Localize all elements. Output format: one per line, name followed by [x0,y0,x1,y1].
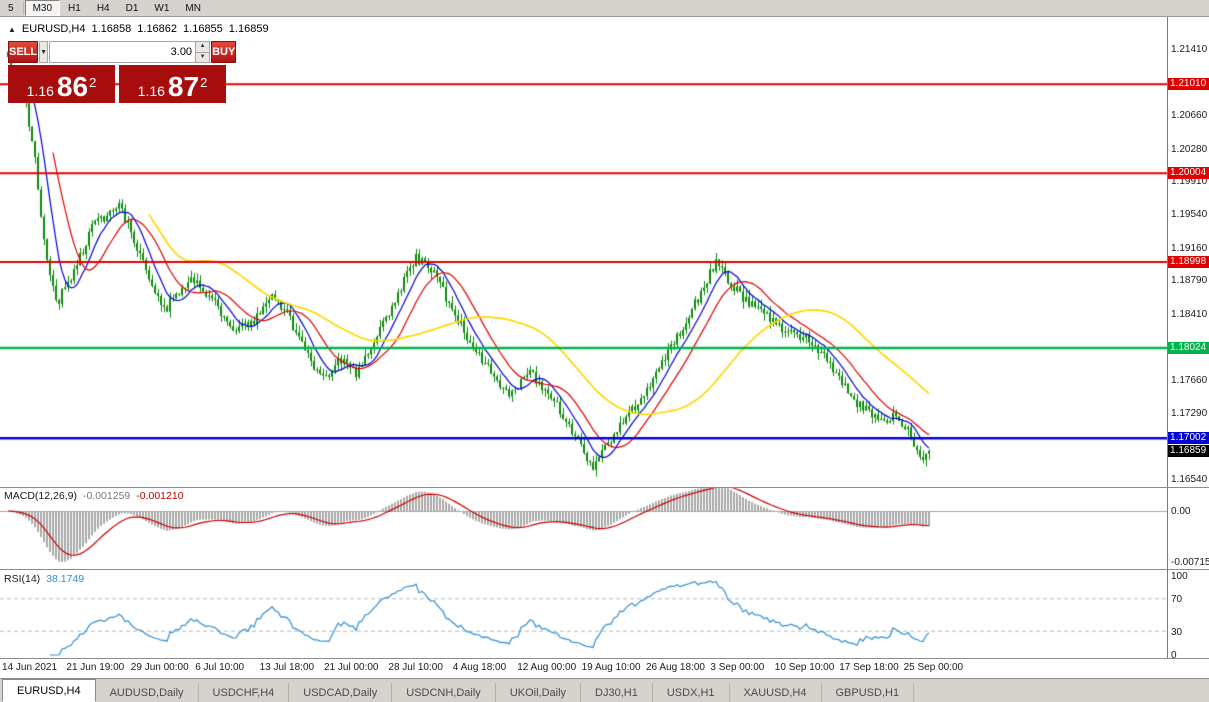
chart-tab[interactable]: GBPUSD,H1 [822,683,915,702]
timeframe-button-5[interactable]: 5 [8,2,14,14]
macd-indicator-label: MACD(12,26,9) -0.001259 -0.001210 [4,490,184,502]
ohlc-close: 1.16859 [228,23,269,35]
chart-tab[interactable]: USDX,H1 [653,683,730,702]
toolbar-divider [22,2,24,14]
rsi-name: RSI(14) [4,573,41,585]
macd-axis-label: -0.00715 [1171,557,1209,568]
price-axis-label: 1.16540 [1171,474,1208,486]
macd-axis-label: 0.00 [1171,506,1191,517]
time-axis-label: 29 Jun 00:00 [130,662,189,673]
time-axis-label: 19 Aug 10:00 [581,662,641,673]
chart-tab[interactable]: AUDUSD,Daily [96,683,199,702]
price-axis-label: 1.20660 [1171,110,1208,122]
time-axis-label: 21 Jul 00:00 [324,662,379,673]
time-axis: 14 Jun 2021 21 Jun 19:00 29 Jun 00:00 6 Jul… [0,662,1209,678]
price-axis-label: 1.17660 [1171,375,1208,387]
time-axis-label: 4 Aug 18:00 [452,662,507,673]
bid-price-display[interactable]: 1.16 86 2 [8,65,115,103]
ask-price-prefix: 1.16 [137,83,165,99]
ohlc-open: 1.16858 [91,23,132,35]
time-axis-label: 6 Jul 10:00 [195,662,245,673]
price-axis-label: 1.19540 [1171,209,1208,221]
time-axis-label: 25 Sep 00:00 [903,662,964,673]
price-level-tag: 1.16859 [1168,444,1209,457]
price-axis-label: 1.20280 [1171,143,1208,155]
price-chart-canvas[interactable] [0,17,1167,658]
chart-tab[interactable]: USDCHF,H4 [199,683,290,702]
volume-spin-down-icon[interactable]: ▼ [196,52,210,62]
macd-value-main: -0.001259 [82,490,131,502]
timeframe-button-h1[interactable]: H1 [68,2,81,14]
volume-box: ▲ ▼ [49,41,211,63]
time-axis-label: 10 Sep 10:00 [774,662,835,673]
macd-pane-separator[interactable] [0,487,1209,488]
rsi-axis-label: 0 [1171,650,1177,661]
price-level-tag: 1.17002 [1168,432,1209,445]
time-axis-label: 12 Aug 00:00 [517,662,577,673]
price-axis-label: 1.18790 [1171,275,1208,287]
volume-input[interactable] [50,42,196,62]
price-axis-label: 1.19910 [1171,176,1208,188]
timeframe-button-d1[interactable]: D1 [125,2,139,14]
price-axis: 1.21410 1.20660 1.20280 1.19910 1.19540 1.191… [1167,17,1209,661]
price-axis-label: 1.21410 [1171,44,1208,55]
ask-price-display[interactable]: 1.16 87 2 [119,65,226,103]
time-axis-label: 26 Aug 18:00 [646,662,705,673]
chart-ohlc-header: ▲ EURUSD,H4 1.16858 1.16862 1.16855 1.16… [8,23,269,35]
time-axis-label: 28 Jul 10:00 [388,662,443,673]
chart-window: 1.21410 1.20660 1.20280 1.19910 1.19540 1.191… [0,17,1209,678]
timeframe-button-mn[interactable]: MN [185,2,201,14]
price-level-tag: 1.21010 [1168,78,1209,91]
volume-spinner: ▲ ▼ [195,42,210,62]
chart-tab[interactable]: USDCNH,Daily [392,683,496,702]
time-axis-label: 21 Jun 19:00 [66,662,125,673]
rsi-value: 38.1749 [46,573,85,585]
macd-name: MACD(12,26,9) [4,490,77,502]
order-options-dropdown-icon[interactable]: ▼ [39,41,49,63]
chart-tab[interactable]: EURUSD,H4 [2,679,96,702]
price-axis-label: 1.18410 [1171,308,1208,320]
chart-tabs-bar: EURUSD,H4 AUDUSD,Daily USDCHF,H4 USDCAD,Dai… [0,678,1209,702]
ask-price-big: 87 [167,71,200,102]
chart-symbol-label: EURUSD,H4 [21,23,86,35]
buy-button[interactable]: BUY [211,41,237,63]
rsi-axis-label: 70 [1171,594,1183,605]
time-axis-label: 17 Sep 18:00 [839,662,899,673]
time-axis-separator [0,658,1209,659]
sell-button[interactable]: SELL [8,41,39,63]
timeframe-toolbar: 5 M30 H1 H4 D1 W1 MN [0,0,1209,17]
chart-tab[interactable]: DJ30,H1 [581,683,653,702]
chart-tab[interactable]: UKOil,Daily [496,683,582,702]
rsi-axis-label: 100 [1171,571,1188,582]
time-axis-label: 14 Jun 2021 [2,662,58,673]
bid-price-prefix: 1.16 [26,83,54,99]
price-level-tag: 1.18024 [1168,341,1209,354]
chart-tab[interactable]: XAUUSD,H4 [730,683,822,702]
bid-price-frac: 2 [89,75,97,90]
timeframe-button-m30[interactable]: M30 [24,0,61,16]
time-axis-label: 3 Sep 00:00 [710,662,765,673]
rsi-axis-label: 30 [1171,627,1183,638]
volume-spin-up-icon[interactable]: ▲ [196,42,210,53]
macd-value-signal: -0.001210 [136,490,184,502]
price-level-tag: 1.18998 [1168,255,1209,268]
collapse-trade-panel-icon[interactable]: ▲ [8,24,16,34]
ohlc-low: 1.16855 [183,23,223,35]
time-axis-label: 13 Jul 18:00 [259,662,315,673]
price-axis-label: 1.17290 [1171,407,1208,419]
price-level-tag: 1.20004 [1168,167,1209,180]
timeframe-button-h4[interactable]: H4 [96,2,110,14]
ohlc-high: 1.16862 [137,23,178,35]
price-axis-label: 1.19160 [1171,242,1208,254]
rsi-indicator-label: RSI(14) 38.1749 [4,573,84,585]
chart-tab[interactable]: USDCAD,Daily [289,683,393,702]
bid-price-big: 86 [56,71,89,102]
rsi-pane-separator[interactable] [0,569,1209,570]
timeframe-button-w1[interactable]: W1 [154,2,170,14]
ask-price-frac: 2 [200,75,208,90]
